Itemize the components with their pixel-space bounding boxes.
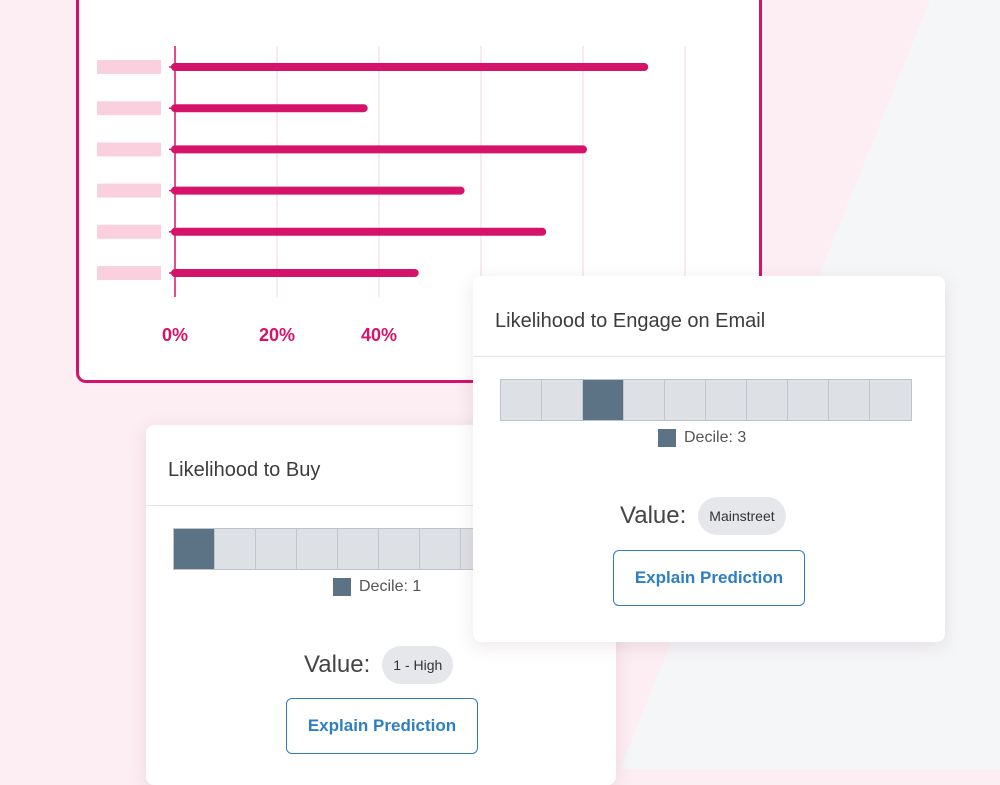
decile-legend: Decile: 1 [333,578,421,596]
category-label-placeholder [97,142,161,157]
decile-cell [215,529,256,569]
decile-cell [542,380,583,420]
decile-cell [174,529,215,569]
x-tick-label: 20% [259,325,295,345]
card-divider [146,505,616,506]
decile-cell [338,529,379,569]
decile-cell [379,529,420,569]
decile-cell [706,380,747,420]
explain-prediction-button[interactable]: Explain Prediction [613,550,805,606]
category-label-placeholder [97,266,161,280]
value-label: Value: [620,502,687,529]
card-title: Likelihood to Engage on Email [495,310,766,332]
decile-cell [256,529,297,569]
category-label-placeholder [97,101,161,116]
decile-cell [420,529,461,569]
value-row: Value: 1 - High [304,646,454,684]
likelihood-to-engage-email-card: Likelihood to Engage on Email Decile: 3 … [473,276,945,642]
decile-cell [297,529,338,569]
x-tick-label: 40% [361,325,397,345]
decile-bar [500,379,912,421]
category-label-placeholder [97,224,161,239]
decile-swatch-icon [333,578,351,596]
bar-chart: 0%20%40%6 [97,46,686,345]
value-badge: Mainstreet [698,497,786,535]
decile-cell [747,380,788,420]
card-title: Likelihood to Buy [168,459,321,481]
decile-label: Decile: 3 [684,429,747,446]
x-tick-label: 0% [162,325,188,345]
card-divider [473,356,945,357]
value-badge: 1 - High [382,646,454,684]
decile-swatch-icon [658,429,676,447]
value-label: Value: [304,651,371,678]
decile-cell [788,380,829,420]
decile-cell [665,380,706,420]
category-label-placeholder [97,60,161,74]
decile-cell [624,380,665,420]
decile-cell [829,380,870,420]
value-row: Value: Mainstreet [620,497,786,535]
decile-cell [583,380,624,420]
explain-prediction-button[interactable]: Explain Prediction [286,698,478,754]
category-label-placeholder [97,183,161,198]
decile-cell [501,380,542,420]
decile-legend: Decile: 3 [658,429,746,447]
decile-label: Decile: 1 [359,578,422,595]
decile-cell [870,380,911,420]
